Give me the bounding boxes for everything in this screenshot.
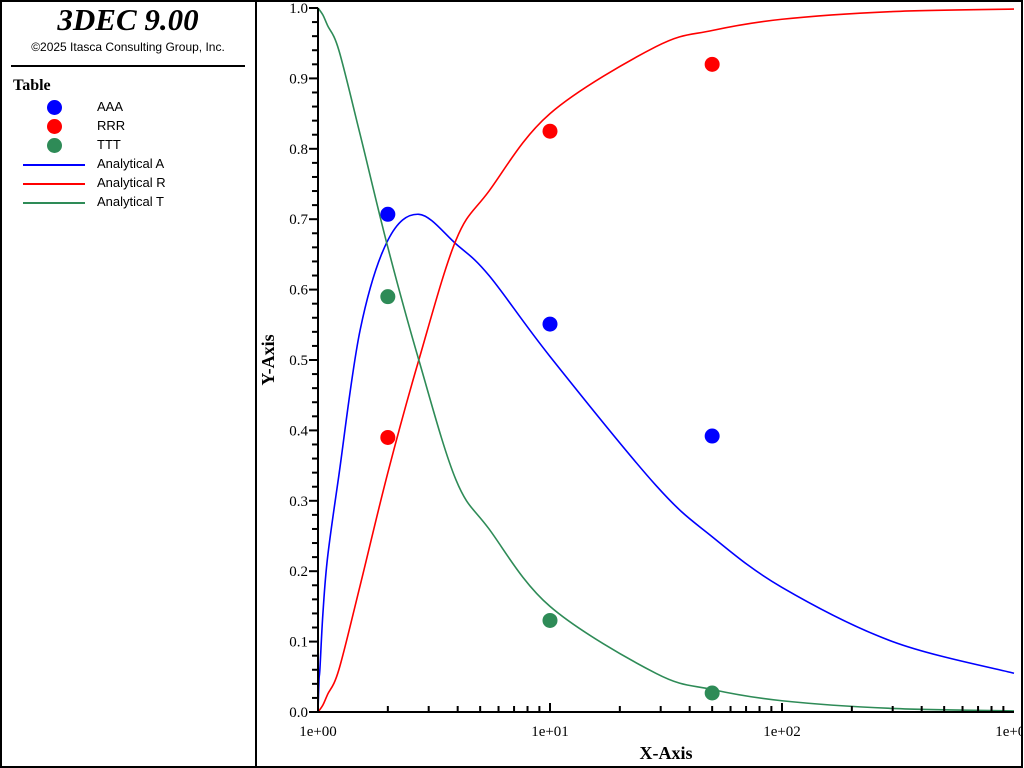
legend-label: Analytical R xyxy=(97,175,166,190)
data-point-aaa xyxy=(380,206,396,222)
y-tick-label: 0.5 xyxy=(289,353,308,369)
legend-item-analytical-t: Analytical T xyxy=(0,193,256,212)
legend-marker-dot xyxy=(47,119,62,134)
x-tick-label: 1e+01 xyxy=(531,724,569,740)
x-tick-label: 1e+02 xyxy=(763,724,801,740)
legend-item-aaa: AAA xyxy=(0,98,256,117)
legend-marker-dot xyxy=(47,138,62,153)
y-tick-label: 0.4 xyxy=(289,423,308,439)
data-point-rrr xyxy=(542,123,558,139)
y-tick-label: 0.9 xyxy=(289,71,308,87)
panel-divider xyxy=(255,0,257,768)
legend-label: TTT xyxy=(97,137,121,152)
legend-label: Analytical T xyxy=(97,194,164,209)
legend-label: Analytical A xyxy=(97,156,165,171)
data-point-ttt xyxy=(542,612,558,628)
y-tick-label: 0.6 xyxy=(289,283,308,299)
y-tick-label: 0.8 xyxy=(289,142,308,158)
legend-label: AAA xyxy=(97,99,124,114)
y-tick-label: 0.7 xyxy=(289,212,308,228)
data-point-rrr xyxy=(380,429,396,445)
app-title: 3DEC 9.00 xyxy=(57,2,199,37)
x-tick-label: 1e+00 xyxy=(299,724,337,740)
data-point-ttt xyxy=(380,289,396,305)
y-axis-title: Y-Axis xyxy=(258,334,278,385)
legend-rule xyxy=(11,65,245,67)
x-axis-title: X-Axis xyxy=(640,743,693,763)
y-tick-label: 0.1 xyxy=(289,635,308,651)
copyright-text: ©2025 Itasca Consulting Group, Inc. xyxy=(31,40,225,54)
legend-item-ttt: TTT xyxy=(0,136,256,155)
y-tick-label: 0.3 xyxy=(289,494,308,510)
legend-marker-line xyxy=(23,183,85,185)
legend-marker-dot xyxy=(47,100,62,115)
legend-item-rrr: RRR xyxy=(0,117,256,136)
data-point-aaa xyxy=(704,428,720,444)
legend-marker-line xyxy=(23,164,85,166)
y-tick-label: 0.2 xyxy=(289,564,308,580)
y-tick-label: 1.0 xyxy=(289,1,308,17)
y-tick-label: 0.0 xyxy=(289,705,308,721)
x-tick-label: 1e+03 xyxy=(995,724,1024,740)
data-point-rrr xyxy=(704,56,720,72)
series-line-analytical-r xyxy=(317,8,1015,713)
legend-item-analytical-r: Analytical R xyxy=(0,174,256,193)
series-line-analytical-a xyxy=(317,213,1015,713)
series-line-analytical-t xyxy=(317,7,1015,712)
data-point-ttt xyxy=(704,685,720,701)
legend-label: RRR xyxy=(97,118,126,133)
legend-item-analytical-a: Analytical A xyxy=(0,155,256,174)
legend-marker-line xyxy=(23,202,85,204)
data-point-aaa xyxy=(542,316,558,332)
legend-title: Table xyxy=(13,77,51,94)
